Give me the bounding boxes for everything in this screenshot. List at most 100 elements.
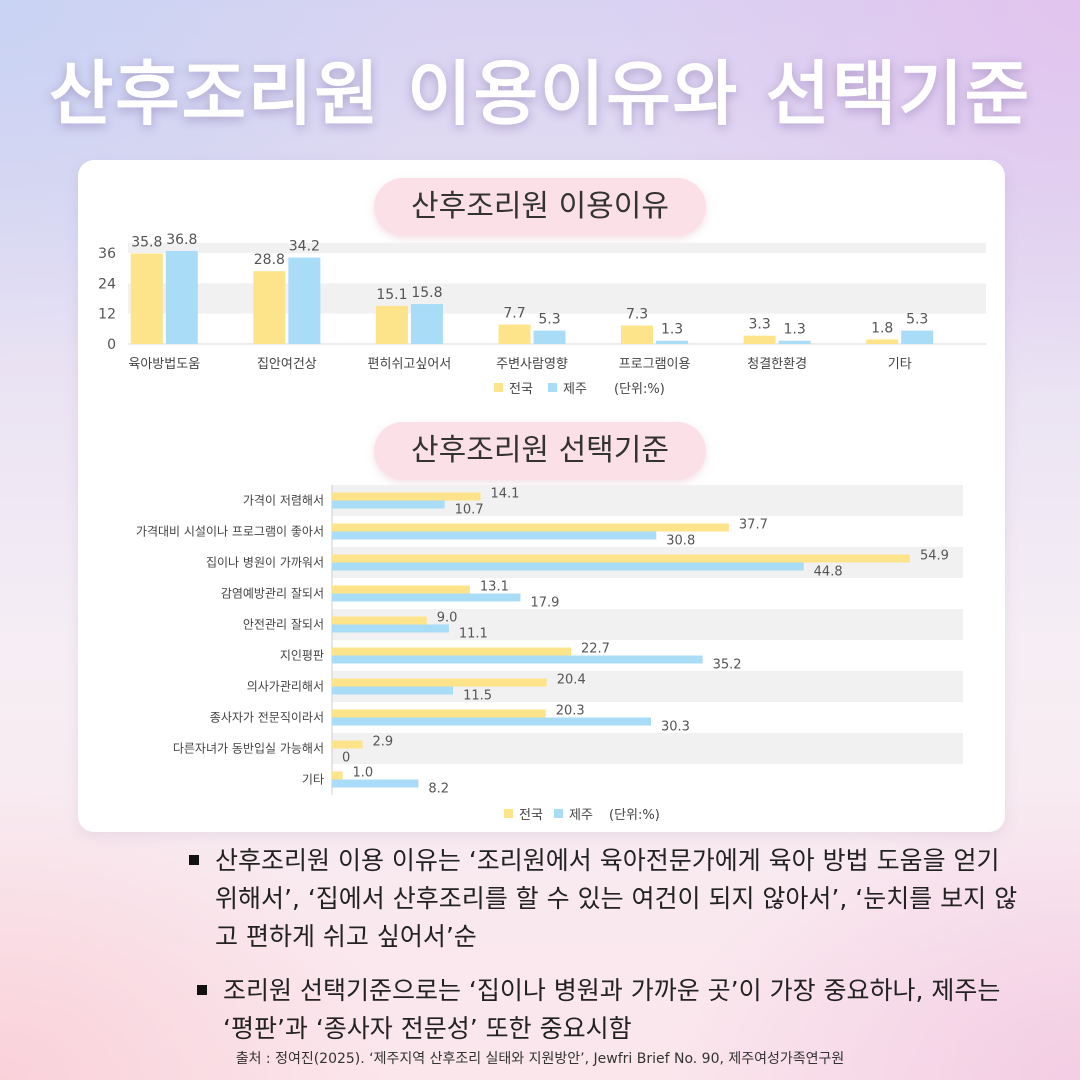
bullet-text: 산후조리원 이용 이유는 ‘조리원에서 육아전문가에게 육아 방법 도움을 얻기… [215,846,1018,951]
legend-swatch-jeju [548,383,557,392]
bar-national [866,339,899,344]
data-label: 2.9 [373,735,394,750]
y-category-label: 종사자가 전문직이라서 [210,711,324,725]
bar-national [332,709,546,718]
data-label: 13.1 [480,580,509,595]
summary-bullets: 산후조리원 이용 이유는 ‘조리원에서 육아전문가에게 육아 방법 도움을 얻기… [185,842,1025,1048]
bar-jeju [533,330,566,344]
bar-jeju [332,779,419,788]
x-category-label: 기타 [888,357,912,372]
data-label: 11.1 [459,627,488,642]
data-label: 1.0 [353,766,374,781]
y-tick-label: 0 [107,337,116,353]
data-label: 28.8 [254,252,285,268]
data-label: 36.8 [166,232,197,248]
bar-jeju [332,717,652,726]
bar-national [332,740,363,749]
y-category-label: 지인평판 [280,649,324,663]
legend-swatch-national [494,383,503,392]
page-title: 산후조리원 이용이유와 선택기준 [48,53,1032,135]
source-citation: 출처 : 정여진(2025). ‘제주지역 산후조리 실태와 지원방안’, Je… [235,1051,845,1067]
data-label: 5.3 [906,312,928,328]
data-label: 14.1 [490,487,519,502]
bar-national [332,616,427,625]
grid-band [128,242,986,253]
bar-jeju [778,340,811,344]
bar-national [375,305,408,344]
data-label: 54.9 [920,549,949,564]
bar-national [332,647,571,656]
charts-card: 산후조리원 이용이유 36 24 12 0 35.8 36.8 육아방법도움 28.8 34.2… [78,160,1005,832]
bar-jeju [332,655,703,664]
y-tick-label: 36 [98,246,116,262]
bar-national [332,771,343,780]
data-label: 15.8 [411,285,442,301]
data-label: 9.0 [437,611,458,626]
bar-jeju [332,500,445,509]
data-label: 44.8 [814,565,843,580]
chart1-title: 산후조리원 이용이유 [374,178,706,236]
x-category-label: 육아방법도움 [128,357,200,372]
data-label: 8.2 [428,782,449,797]
bar-jeju [410,304,443,344]
usage-reason-chart: 36 24 12 0 35.8 36.8 육아방법도움 28.834.2 집안여건상 15.1 15… [98,232,986,397]
bar-national [743,335,776,344]
data-label: 20.4 [557,673,586,688]
x-category-label: 집안여건상 [257,357,317,372]
x-category-label: 편히쉬고싶어서 [368,357,452,372]
bar-national [332,492,481,501]
data-label: 35.8 [131,235,162,251]
bar-national [621,325,654,344]
x-category-label: 프로그램이용 [619,357,691,372]
x-category-label: 청결한환경 [747,357,807,372]
bullet-square-icon [189,855,199,865]
y-category-label: 기타 [302,773,324,787]
y-category-label: 집이나 병원이 가까워서 [206,556,324,570]
data-label: 7.3 [626,307,648,323]
selection-criteria-chart: 가격이 저렴해서 14.1 10.7 가격대비 시설이나 프로그램이 좋아서 37.7 3… [136,485,963,823]
data-label: 17.9 [530,596,559,611]
data-label: 34.2 [289,239,320,255]
data-label: 5.3 [538,312,560,328]
bar-national [130,253,163,344]
legend-swatch-jeju [554,809,563,818]
y-category-label: 안전관리 잘되서 [243,618,324,632]
bar-jeju [901,330,934,344]
bar-jeju [332,562,804,571]
y-category-label: 다른자녀가 동반입실 가능해서 [173,742,324,756]
data-label: 10.7 [455,503,484,518]
legend-label-national: 전국 [519,808,543,823]
bar-jeju [332,531,657,540]
legend-label-jeju: 제주 [563,382,587,397]
legend-swatch-national [504,809,513,818]
data-label: 37.7 [739,518,768,533]
bar-jeju [332,686,454,695]
bar-jeju [288,257,321,344]
bullet-text: 조리원 선택기준으로는 ‘집이나 병원과 가까운 곳’이 가장 중요하나, 제주… [223,976,1001,1043]
bar-national [498,324,531,344]
data-label: 30.3 [661,720,690,735]
y-tick-label: 12 [98,307,116,323]
data-label: 30.8 [666,534,695,549]
bar-jeju [332,593,521,602]
row-band [332,764,963,795]
bar-national [332,523,729,532]
data-label: 35.2 [713,658,742,673]
data-label: 7.7 [503,306,525,322]
bullet-item: 조리원 선택기준으로는 ‘집이나 병원과 가까운 곳’이 가장 중요하나, 제주… [193,972,1025,1048]
bullet-item: 산후조리원 이용 이유는 ‘조리원에서 육아전문가에게 육아 방법 도움을 얻기… [185,842,1025,956]
unit-label: (단위:%) [609,808,660,823]
y-tick-label: 24 [98,276,116,292]
data-label: 0 [342,751,350,766]
data-label: 22.7 [581,642,610,657]
data-label: 3.3 [749,317,771,333]
data-label: 11.5 [463,689,492,704]
chart2-title: 산후조리원 선택기준 [374,422,706,480]
y-category-label: 감염예방관리 잘되서 [221,587,324,601]
row-band [332,733,963,764]
bar-national [332,585,470,594]
data-label: 1.8 [871,320,893,336]
bar-national [332,678,547,687]
bar-jeju [332,624,449,633]
data-label: 15.1 [376,287,407,303]
